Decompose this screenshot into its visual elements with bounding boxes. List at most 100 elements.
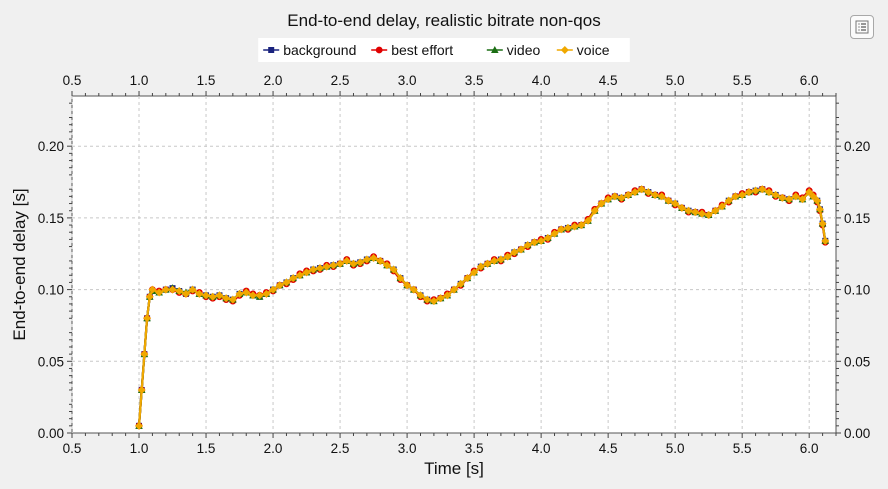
data-point-voice (208, 292, 217, 301)
y-tick-label: 0.00 (38, 426, 64, 441)
data-point-voice (751, 186, 760, 195)
data-point-voice (295, 271, 304, 280)
data-point-voice (651, 190, 660, 199)
data-point-voice (711, 206, 720, 215)
data-point-voice (369, 254, 378, 263)
data-point-voice (423, 295, 432, 304)
data-point-voice (530, 238, 539, 247)
x-tick-label-top: 0.5 (63, 73, 82, 88)
y-tick-label: 0.10 (38, 283, 64, 298)
data-point-voice (563, 223, 572, 232)
axis-ticks: 0.5 0.5 1.0 1.0 1.5 1.5 2.0 2.0 2.5 2.5 3.0 3.0 3.5 3… (38, 73, 871, 456)
data-point-voice (342, 256, 351, 265)
data-point-voice (490, 256, 499, 265)
data-point-voice (604, 195, 613, 204)
data-point-voice (731, 192, 740, 201)
x-tick-label: 1.0 (130, 441, 149, 456)
data-point-voice (161, 285, 170, 294)
data-point-voice (764, 188, 773, 197)
data-point-voice (429, 297, 438, 306)
data-point-voice (255, 291, 264, 300)
data-point-voice (496, 255, 505, 264)
legend-item-background: background (263, 42, 356, 58)
legend-label-best-effort: best effort (391, 42, 453, 58)
data-point-voice (483, 259, 492, 268)
data-point-voice (140, 350, 149, 359)
data-point-voice (476, 262, 485, 271)
data-point-voice (362, 255, 371, 264)
data-point-voice (456, 279, 465, 288)
x-axis-title: Time [s] (424, 459, 484, 478)
data-point-voice (791, 192, 800, 201)
data-point-voice (275, 281, 284, 290)
data-point-voice (329, 261, 338, 270)
data-point-voice (168, 285, 177, 294)
data-point-voice (188, 285, 197, 294)
data-point-voice (821, 236, 830, 245)
x-tick-label: 2.0 (264, 441, 283, 456)
data-point-voice (135, 421, 144, 430)
x-tick-label: 6.0 (800, 441, 819, 456)
x-tick-label: 1.5 (197, 441, 216, 456)
data-point-voice (195, 289, 204, 298)
data-point-voice (805, 188, 814, 197)
data-point-voice (570, 222, 579, 231)
y-tick-label: 0.20 (38, 139, 64, 154)
data-point-voice (436, 294, 445, 303)
x-tick-label: 4.0 (532, 441, 551, 456)
x-tick-label: 3.5 (465, 441, 484, 456)
x-tick-label-top: 1.5 (197, 73, 216, 88)
data-point-voice (785, 195, 794, 204)
data-point-voice (389, 265, 398, 274)
data-point-voice (523, 241, 532, 250)
x-tick-label-top: 5.0 (666, 73, 685, 88)
data-point-voice (624, 190, 633, 199)
y-tick-label: 0.15 (38, 211, 64, 226)
legend-marker-voice (560, 46, 569, 54)
data-point-voice (143, 314, 152, 323)
data-point-voice (376, 256, 385, 265)
data-point-voice (382, 261, 391, 270)
y-tick-label-right: 0.15 (844, 211, 870, 226)
data-point-voice (724, 196, 733, 205)
chart-title: End-to-end delay, realistic bitrate non-… (287, 11, 600, 30)
plot-area (71, 95, 837, 434)
data-point-voice (590, 206, 599, 215)
x-tick-label: 3.0 (398, 441, 417, 456)
data-point-voice (470, 268, 479, 277)
data-point-voice (798, 195, 807, 204)
legend-item-voice: voice (556, 42, 610, 58)
legend-label-voice: voice (577, 42, 610, 58)
x-tick-label-top: 3.5 (465, 73, 484, 88)
series-voice (135, 185, 830, 430)
data-point-voice (302, 268, 311, 277)
data-point-voice (202, 291, 211, 300)
legend-label-video: video (507, 42, 541, 58)
data-point-voice (577, 221, 586, 230)
data-point-voice (269, 285, 278, 294)
data-point-voice (443, 291, 452, 300)
data-point-voice (813, 196, 822, 205)
data-point-voice (463, 274, 472, 283)
data-point-voice (617, 193, 626, 202)
data-point-voice (336, 259, 345, 268)
data-point-voice (630, 188, 639, 197)
y-tick-label-right: 0.10 (844, 283, 870, 298)
chart-menu-button[interactable] (850, 15, 874, 39)
data-point-voice (657, 192, 666, 201)
data-point-voice (289, 274, 298, 283)
x-tick-label-top: 3.0 (398, 73, 417, 88)
data-point-voice (644, 188, 653, 197)
y-tick-label-right: 0.00 (844, 426, 870, 441)
data-point-voice (155, 288, 164, 297)
data-point-voice (637, 185, 646, 194)
data-point-voice (671, 199, 680, 208)
x-tick-label-top: 2.0 (264, 73, 283, 88)
list-menu-icon (855, 20, 869, 34)
data-point-voice (517, 245, 526, 254)
data-point-voice (322, 262, 331, 271)
data-point-voice (242, 288, 251, 297)
data-point-voice (222, 294, 231, 303)
legend-marker-background (268, 47, 275, 53)
data-point-voice (597, 199, 606, 208)
